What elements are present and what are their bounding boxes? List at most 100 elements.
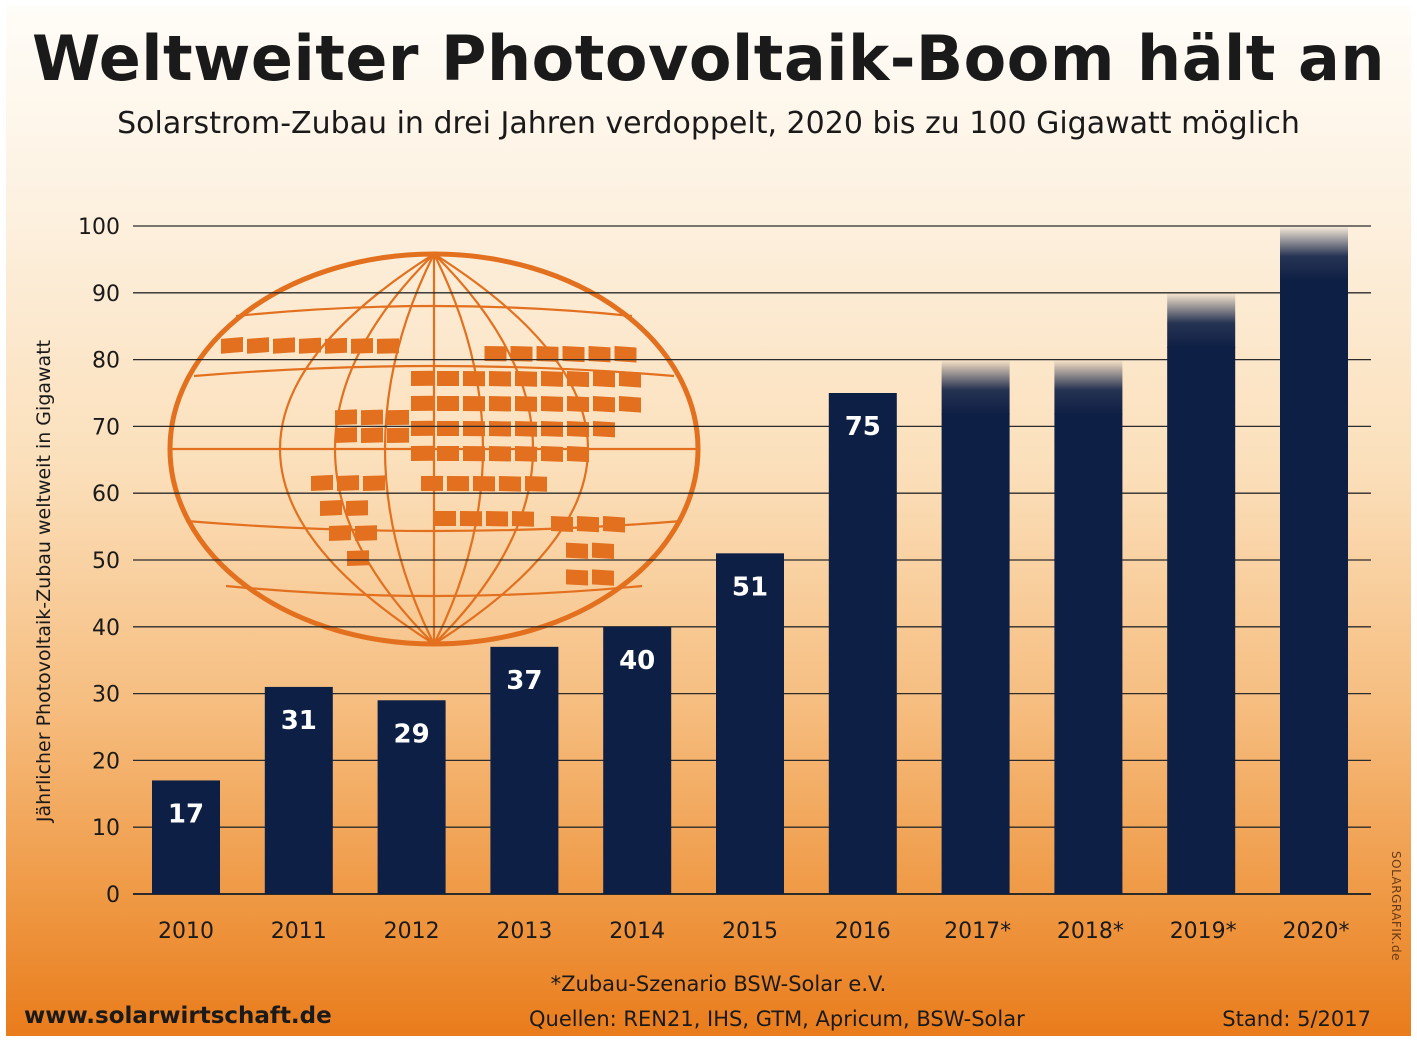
solar-panel-tile [541,421,563,437]
solar-panel-tile [437,421,459,437]
solar-panel-tile [351,338,373,354]
y-axis-label: Jährlicher Photovoltaik-Zubau weltweit i… [33,340,55,823]
y-tick-label: 60 [92,482,120,507]
solar-panel-tile [247,337,269,354]
y-tick-label: 20 [92,749,120,774]
website-link[interactable]: www.solarwirtschaft.de [24,1003,332,1029]
solar-panel-tile [525,476,547,492]
solar-panel-tile [311,474,333,491]
bars [152,226,1348,894]
solar-panel-tile [593,396,615,413]
solar-panel-tile [592,569,614,586]
solar-panel-tile [411,395,433,411]
bar [828,393,897,894]
bar-data-label: 29 [394,719,430,749]
solar-panel-tile [411,445,433,461]
sources: Quellen: REN21, IHS, GTM, Apricum, BSW-S… [529,1007,1025,1031]
solar-panel-tile [299,337,321,354]
bar [1054,413,1123,894]
y-tick-label: 80 [92,349,120,374]
bar [490,646,559,894]
solar-panel-tile [377,338,399,354]
x-axis-ticks: 2010 2011 2012 2013 2014 2015 2016 2017* 2018* 20… [158,919,1350,944]
solar-panel-tile [567,421,589,438]
y-tick-label: 40 [92,616,120,641]
solar-panel-tile [619,371,641,388]
solar-panel-tile [421,475,443,491]
bar [264,686,333,894]
solar-panel-tile [489,421,511,437]
solar-panel-tile [541,446,563,462]
x-tick-label: 2018* [1057,919,1124,944]
x-tick-label: 2011 [271,919,327,944]
solar-panel-tile [619,396,641,413]
solar-panel-tile [329,525,351,541]
solar-panel-tile [592,542,614,560]
x-tick-label: 2013 [496,919,552,944]
solar-panel-tile [499,476,521,492]
solar-panel-tile [411,420,433,436]
x-tick-label: 2019* [1170,919,1237,944]
solar-panel-tile [593,421,615,438]
infographic: Weltweiter Photovoltaik-Boom hält an Sol… [6,6,1411,1036]
solar-panel-tile [562,346,585,363]
solar-panel-tile [387,409,409,426]
solar-panel-tile [221,337,243,354]
bar-fade [1054,359,1123,415]
solar-panel-tile [566,542,588,559]
solar-panel-tile [567,446,589,463]
solar-panel-tile [577,516,599,533]
solar-panel-tile [588,346,611,363]
solar-panel-tile [463,371,485,387]
y-tick-label: 30 [92,683,120,708]
solar-panel-tile [489,446,511,462]
bar-fade [941,359,1010,415]
solar-panel-tile [335,409,357,426]
solar-panel-tile [603,515,625,533]
solar-panel-tile [437,446,459,462]
y-tick-label: 0 [106,883,120,908]
solar-panel-tile [593,371,615,388]
bar [152,780,220,894]
footnote: *Zubau-Szenario BSW-Solar e.V. [550,972,887,996]
chart-subtitle: Solarstrom-Zubau in drei Jahren verdoppe… [117,106,1300,141]
x-tick-label: 2012 [384,919,440,944]
solar-panel-tile [460,511,482,527]
y-tick-label: 10 [92,816,120,841]
solar-panel-tile [463,446,485,462]
x-tick-label: 2010 [158,919,214,944]
y-tick-label: 70 [92,415,120,440]
bar-data-label: 40 [619,646,655,676]
solar-panel-tile [489,371,511,387]
solar-panel-tile [551,516,573,533]
solar-panel-tile [566,569,588,586]
solar-panel-tile [486,510,508,527]
solar-panel-tile [347,550,369,566]
y-tick-label: 100 [78,215,120,240]
solar-panel-tile [512,510,534,527]
solar-panel-tile [536,346,559,362]
solar-panel-tile [515,370,537,387]
world-globe-solar-panels-icon [167,251,701,647]
bar-data-labels: 17 31 29 37 40 51 75 [168,412,881,829]
solar-panel-tile [346,500,368,516]
bar-data-label: 17 [168,799,204,829]
bar-data-label: 37 [506,666,542,696]
solar-panel-tile [463,396,485,412]
chart-title: Weltweiter Photovoltaik-Boom hält an [32,22,1385,95]
solar-panel-tile [484,346,507,362]
bar-fade [1280,226,1348,281]
solar-panel-tile [411,370,433,386]
solar-panel-tile [541,396,563,412]
solar-panel-tile [437,396,459,412]
x-tick-label: 2015 [722,919,778,944]
bar-data-label: 75 [845,412,881,442]
y-axis-ticks: 0 10 20 30 40 50 60 70 80 90 100 [78,215,120,908]
credit: SOLARGRAFIK.de [1389,851,1403,962]
solar-panel-tile [614,346,637,363]
x-tick-label: 2016 [835,919,891,944]
bar [716,553,784,894]
bar [1280,280,1348,894]
date-stand: Stand: 5/2017 [1222,1007,1371,1031]
solar-panel-tile [387,427,409,443]
